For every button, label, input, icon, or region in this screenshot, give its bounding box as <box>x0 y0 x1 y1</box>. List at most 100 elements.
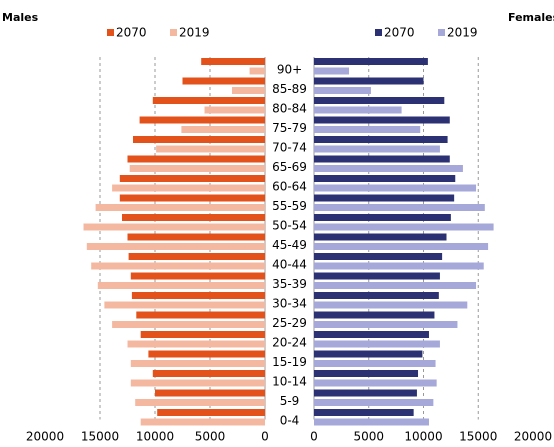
bar <box>86 243 265 250</box>
legend-swatch <box>438 29 445 36</box>
bar <box>314 340 440 348</box>
bar <box>314 409 414 416</box>
bar <box>314 282 477 289</box>
bar <box>119 194 265 202</box>
category-label: 35-39 <box>272 277 307 291</box>
bar <box>314 389 417 397</box>
category-label: 70-74 <box>272 141 307 155</box>
bar <box>133 136 265 143</box>
bar <box>314 58 428 65</box>
bar <box>314 331 429 338</box>
category-label: 50-54 <box>272 219 307 233</box>
category-label: 20-24 <box>272 336 307 350</box>
bar <box>152 370 265 377</box>
category-label: 55-59 <box>272 199 307 213</box>
x-tick-label: 20000 <box>514 430 552 444</box>
x-tick-label: 0 <box>261 430 269 444</box>
bar <box>314 321 458 328</box>
bar <box>130 360 265 367</box>
bar <box>314 292 439 299</box>
category-label: 45-49 <box>272 238 307 252</box>
bar <box>314 97 445 104</box>
bar <box>314 223 494 231</box>
bar <box>148 350 265 358</box>
bar <box>314 262 484 270</box>
bar <box>127 340 265 348</box>
bar <box>91 262 265 270</box>
bar <box>314 145 440 153</box>
legend-label: 2019 <box>447 26 478 40</box>
bar <box>314 77 424 85</box>
bar <box>157 409 265 416</box>
bar <box>314 233 447 241</box>
bar <box>314 116 450 124</box>
bar <box>104 301 266 309</box>
category-label: 85-89 <box>272 82 307 96</box>
legend-label: 2070 <box>116 26 147 40</box>
bar <box>135 399 265 406</box>
bar <box>95 204 265 211</box>
x-tick-label: 10000 <box>136 430 174 444</box>
bar <box>314 204 485 211</box>
bar <box>314 155 450 163</box>
legend-swatch <box>170 29 177 36</box>
bar <box>140 331 265 338</box>
bar <box>130 272 265 280</box>
x-tick-label: 5000 <box>353 430 384 444</box>
bar <box>249 67 265 75</box>
bar <box>112 184 265 192</box>
category-label: 25-29 <box>272 316 307 330</box>
category-label: 75-79 <box>272 121 307 135</box>
bar <box>314 175 456 182</box>
bar <box>314 126 421 133</box>
bar <box>129 165 265 172</box>
bar <box>314 301 468 309</box>
bar <box>130 379 265 387</box>
bar <box>136 311 265 319</box>
bar <box>314 379 437 387</box>
legend-swatch <box>107 29 114 36</box>
bar <box>112 321 265 328</box>
bar <box>314 243 489 250</box>
panel-title: Females <box>508 11 554 24</box>
legend-swatch <box>375 29 382 36</box>
bar <box>152 97 265 104</box>
legend-label: 2070 <box>384 26 415 40</box>
bar <box>139 116 265 124</box>
bar <box>314 106 402 114</box>
panel-title: Males <box>2 11 39 24</box>
legend-label: 2019 <box>179 26 210 40</box>
bar <box>232 87 265 94</box>
bar <box>314 214 451 221</box>
bar <box>314 350 423 358</box>
bar <box>314 418 429 426</box>
bar <box>127 155 265 163</box>
bar <box>83 223 265 231</box>
bar <box>314 399 434 406</box>
bar <box>314 253 443 260</box>
bar <box>201 58 265 65</box>
bar <box>314 87 371 94</box>
bar <box>155 389 265 397</box>
category-label: 5-9 <box>280 394 300 408</box>
category-label: 30-34 <box>272 297 307 311</box>
bar <box>181 126 265 133</box>
bar <box>314 136 448 143</box>
category-label: 60-64 <box>272 180 307 194</box>
bar <box>119 175 265 182</box>
bar <box>314 67 350 75</box>
x-tick-label: 5000 <box>195 430 226 444</box>
category-label: 10-14 <box>272 375 307 389</box>
category-label: 15-19 <box>272 355 307 369</box>
bar <box>128 253 265 260</box>
bar <box>314 194 455 202</box>
category-label: 0-4 <box>280 414 300 428</box>
bar <box>127 233 265 241</box>
bar <box>314 184 477 192</box>
x-tick-label: 15000 <box>81 430 119 444</box>
x-tick-label: 10000 <box>404 430 442 444</box>
bar <box>140 418 265 426</box>
bar <box>314 311 435 319</box>
category-label: 90+ <box>277 63 302 77</box>
bar <box>156 145 265 153</box>
